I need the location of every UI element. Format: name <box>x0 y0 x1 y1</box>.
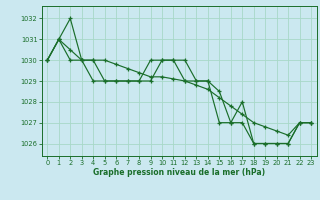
X-axis label: Graphe pression niveau de la mer (hPa): Graphe pression niveau de la mer (hPa) <box>93 168 265 177</box>
